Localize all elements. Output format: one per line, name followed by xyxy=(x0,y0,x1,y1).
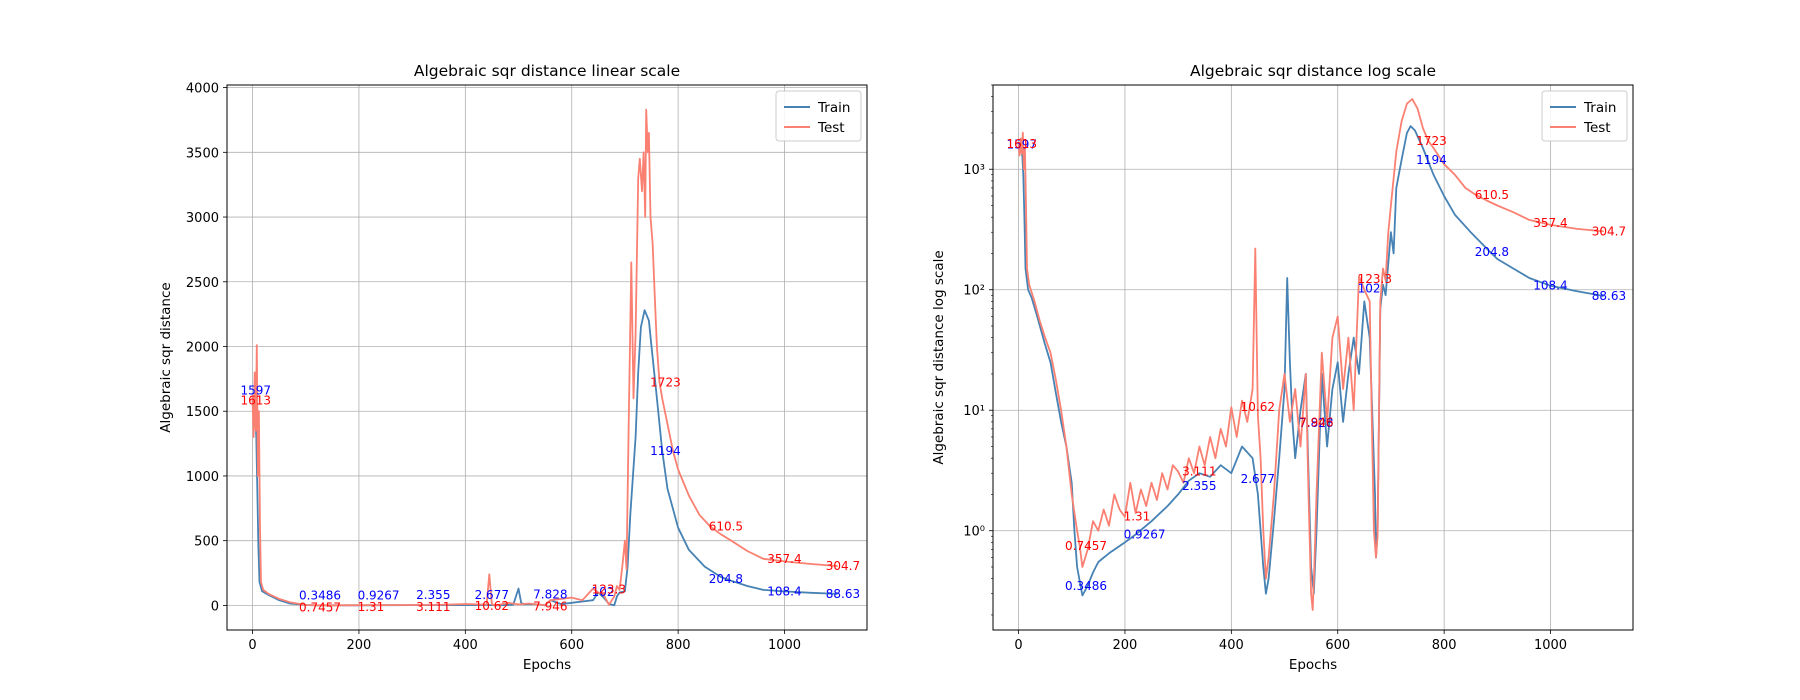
x-tick-label: 0 xyxy=(1014,638,1022,653)
annotation-label-test: 123.3 xyxy=(1358,272,1392,286)
y-tick-label: 10² xyxy=(963,284,985,299)
plot-area xyxy=(1017,98,1604,611)
annotation-label-test: 357.4 xyxy=(767,552,801,566)
series-line-train xyxy=(251,309,838,607)
x-axis-label: Epochs xyxy=(523,657,571,673)
annotation-label-test: 7.946 xyxy=(533,599,567,613)
y-tick-label: 1000 xyxy=(186,470,219,485)
x-tick-label: 800 xyxy=(666,638,691,653)
annotation-label-test: 3.111 xyxy=(1182,464,1216,478)
annotation-label-train: 0.3486 xyxy=(299,588,341,602)
y-tick-label: 500 xyxy=(194,535,219,550)
annotation-label-train: 108.4 xyxy=(1533,279,1567,293)
axes-frame xyxy=(992,84,1634,631)
y-tick-label: 0 xyxy=(211,599,219,614)
annotation-label-train: 0.9267 xyxy=(1124,528,1166,542)
annotation-label-test: 1.31 xyxy=(358,600,385,614)
annotation-label-train: 204.8 xyxy=(1475,245,1509,259)
series-line-test xyxy=(1017,98,1604,611)
x-axis-label: Epochs xyxy=(1289,657,1337,673)
series-line-test xyxy=(251,108,838,607)
annotation-label-train: 2.355 xyxy=(416,588,450,602)
annotation-label-test: 10.62 xyxy=(1241,400,1275,414)
legend: Train Test xyxy=(775,90,862,142)
annotation-label-train: 88.63 xyxy=(1592,289,1626,303)
annotation-label-train: 1597 xyxy=(1007,138,1038,152)
legend-label-test: Test xyxy=(1583,120,1611,136)
annotation-label-train: 88.63 xyxy=(826,587,860,601)
annotation-label-train: 1194 xyxy=(650,444,681,458)
x-tick-label: 600 xyxy=(1325,638,1350,653)
x-tick-label: 1000 xyxy=(768,638,801,653)
chart-title: Algebraic sqr distance log scale xyxy=(1190,62,1436,80)
legend-box xyxy=(1541,90,1628,142)
x-tick-label: 200 xyxy=(347,638,372,653)
annotation-label-train: 0.3486 xyxy=(1065,579,1107,593)
annotation-label-train: 102 xyxy=(1358,282,1381,296)
annotation-label-test: 123.3 xyxy=(592,582,626,596)
annotation-label-test: 1613 xyxy=(241,394,272,408)
x-tick-label: 200 xyxy=(1113,638,1138,653)
legend-box xyxy=(775,90,862,142)
y-tick-label: 2000 xyxy=(186,340,219,355)
linear-scale-chart: 0 200 400 600 800 1000 0 500 1000 1500 2000 2500 300… xyxy=(158,62,868,673)
x-tick-label: 800 xyxy=(1432,638,1457,653)
annotation-label-train: 2.677 xyxy=(1241,472,1275,486)
y-tick-label: 10¹ xyxy=(963,404,985,419)
x-tick-label: 1000 xyxy=(1534,638,1567,653)
annotation-label-test: 304.7 xyxy=(826,559,860,573)
annotation-label-test: 610.5 xyxy=(1475,188,1509,202)
annotation-label-test: 610.5 xyxy=(709,519,743,533)
annotation-label-test: 0.7457 xyxy=(1065,539,1107,553)
annotation-label-train: 2.677 xyxy=(475,588,509,602)
y-tick-label: 3500 xyxy=(186,146,219,161)
annotation-label-test: 10.62 xyxy=(475,599,509,613)
annotation-label-train: 102 xyxy=(592,585,615,599)
annotation-label-train: 108.4 xyxy=(767,584,801,598)
y-tick-label: 10⁰ xyxy=(963,525,985,540)
y-tick-label: 3000 xyxy=(186,211,219,226)
axes-frame xyxy=(226,84,868,631)
annotation-label-test: 1.31 xyxy=(1124,510,1151,524)
annotation-label-test: 1613 xyxy=(1007,137,1038,151)
legend: Train Test xyxy=(1541,90,1628,142)
y-tick-label: 10³ xyxy=(963,163,985,178)
legend-label-train: Train xyxy=(1583,100,1616,116)
annotation-label-train: 2.355 xyxy=(1182,479,1216,493)
plot-area xyxy=(251,108,838,607)
legend-label-train: Train xyxy=(817,100,850,116)
x-tick-label: 400 xyxy=(1219,638,1244,653)
y-tick-label: 4000 xyxy=(186,82,219,97)
annotation-label-train: 0.9267 xyxy=(358,588,400,602)
annotation-label-test: 304.7 xyxy=(1592,224,1626,238)
x-tick-label: 600 xyxy=(559,638,584,653)
legend-label-test: Test xyxy=(817,120,845,136)
y-tick-label: 1500 xyxy=(186,405,219,420)
annotation-label-train: 1194 xyxy=(1416,153,1447,167)
y-tick-label: 2500 xyxy=(186,276,219,291)
chart-title: Algebraic sqr distance linear scale xyxy=(414,62,680,80)
x-tick-label: 0 xyxy=(248,638,256,653)
annotation-label-test: 357.4 xyxy=(1533,216,1567,230)
annotation-label-test: 3.111 xyxy=(416,600,450,614)
annotation-label-train: 204.8 xyxy=(709,572,743,586)
annotation-label-test: 1723 xyxy=(650,375,681,389)
y-axis-label: Algebraic sqr distance xyxy=(158,282,174,432)
annotation-label-test: 1723 xyxy=(1416,134,1447,148)
annotation-label-train: 7.828 xyxy=(533,587,567,601)
y-axis-label: Algebraic sqr distance log scale xyxy=(931,250,947,464)
annotation-label-train: 1597 xyxy=(241,384,272,398)
annotation-label-test: 0.7457 xyxy=(299,600,341,614)
annotation-label-test: 7.946 xyxy=(1299,415,1333,429)
annotation-label-train: 7.828 xyxy=(1299,416,1333,430)
x-tick-label: 400 xyxy=(453,638,478,653)
